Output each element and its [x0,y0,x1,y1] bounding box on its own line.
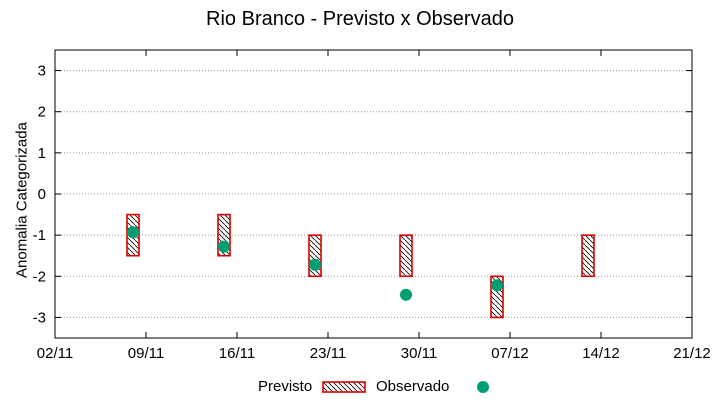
y-tick-label: 3 [38,63,46,80]
forecast-box [581,234,595,278]
x-tick-label: 30/11 [401,345,437,362]
observed-point [218,240,230,253]
x-tick-label: 21/12 [673,345,711,362]
tick-labels: 3 2 1 0 -1 -2 -3 02/11 09/11 16/11 23/11 30/11 07/12… [33,63,711,362]
legend-label-previsto: Previsto [258,378,313,395]
observed-point [309,258,321,271]
x-tick-label: 09/11 [128,345,164,362]
legend-swatch-previsto [322,381,366,393]
x-tick-label: 02/11 [37,345,73,362]
x-tick-label: 16/11 [219,345,255,362]
observed-point [400,288,412,301]
observed-point [127,226,139,239]
chart-title: Rio Branco - Previsto x Observado [206,8,514,30]
y-tick-label: -3 [33,309,46,326]
y-tick-label: 0 [38,186,46,203]
y-tick-label: -2 [33,268,46,285]
y-tick-label: -1 [33,227,46,244]
legend-label-observado: Observado [376,378,450,395]
forecast-box [399,234,413,278]
axes [54,49,693,339]
y-tick-label: 2 [38,104,46,121]
legend-swatch-observado [477,381,489,393]
x-tick-label: 14/12 [582,345,620,362]
plot-border [54,49,693,339]
y-tick-label: 1 [38,145,46,162]
x-tick-label: 23/11 [310,345,346,362]
x-tick-label: 07/12 [491,345,529,362]
data-marks [126,213,595,319]
observed-point [491,279,503,292]
grid-lines [55,70,692,318]
